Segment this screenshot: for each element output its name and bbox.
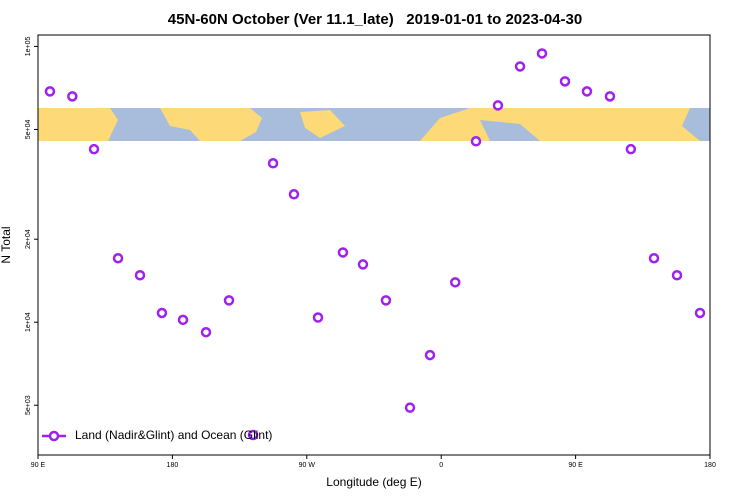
data-point — [492, 100, 504, 111]
data-point — [337, 247, 349, 258]
legend-marker — [48, 430, 60, 442]
data-point — [223, 295, 235, 306]
x-tick-label: 180 — [167, 462, 179, 469]
data-point — [200, 326, 212, 338]
data-point — [514, 61, 526, 72]
data-point — [671, 270, 683, 281]
data-point — [648, 252, 660, 264]
data-point — [625, 143, 637, 155]
y-tick-label: 1e+05 — [25, 36, 32, 56]
x-tick-label: 90 E — [568, 462, 583, 469]
map-band — [38, 108, 710, 141]
data-point — [44, 86, 56, 97]
data-point — [380, 295, 392, 306]
data-point — [177, 314, 189, 326]
y-tick-label: 1e+04 — [25, 312, 32, 332]
data-point — [112, 252, 124, 264]
data-point — [424, 349, 436, 361]
data-point — [694, 307, 706, 319]
x-tick-label: 90 W — [299, 462, 316, 469]
data-point — [247, 429, 259, 441]
data-point — [470, 136, 482, 147]
data-point — [604, 91, 616, 102]
data-point — [312, 312, 324, 323]
data-point — [536, 48, 548, 59]
data-point — [288, 189, 300, 200]
data-point — [581, 86, 593, 97]
y-axis-label: N Total — [0, 226, 13, 263]
data-point — [449, 277, 461, 288]
data-point — [67, 91, 78, 102]
chart-title: 45N-60N October (Ver 11.1_late) 2019-01-… — [168, 11, 582, 28]
data-point — [357, 259, 369, 270]
data-point — [156, 307, 168, 319]
plot-frame — [37, 34, 711, 456]
data-point — [88, 143, 100, 155]
data-point — [134, 270, 146, 281]
legend-label: Land (Nadir&Glint) and Ocean (Glint) — [75, 428, 272, 442]
y-tick-label: 5e+04 — [25, 120, 32, 140]
data-point — [267, 158, 279, 169]
x-tick-label: 0 — [439, 462, 443, 469]
y-tick-label: 2e+04 — [25, 229, 32, 249]
x-axis-label: Longitude (deg E) — [326, 475, 421, 489]
x-tick-label: 90 E — [31, 462, 46, 469]
data-point — [559, 76, 571, 87]
y-tick-label: 5e+03 — [25, 395, 32, 415]
x-tick-label: 180 — [704, 462, 716, 469]
data-point — [404, 402, 416, 413]
